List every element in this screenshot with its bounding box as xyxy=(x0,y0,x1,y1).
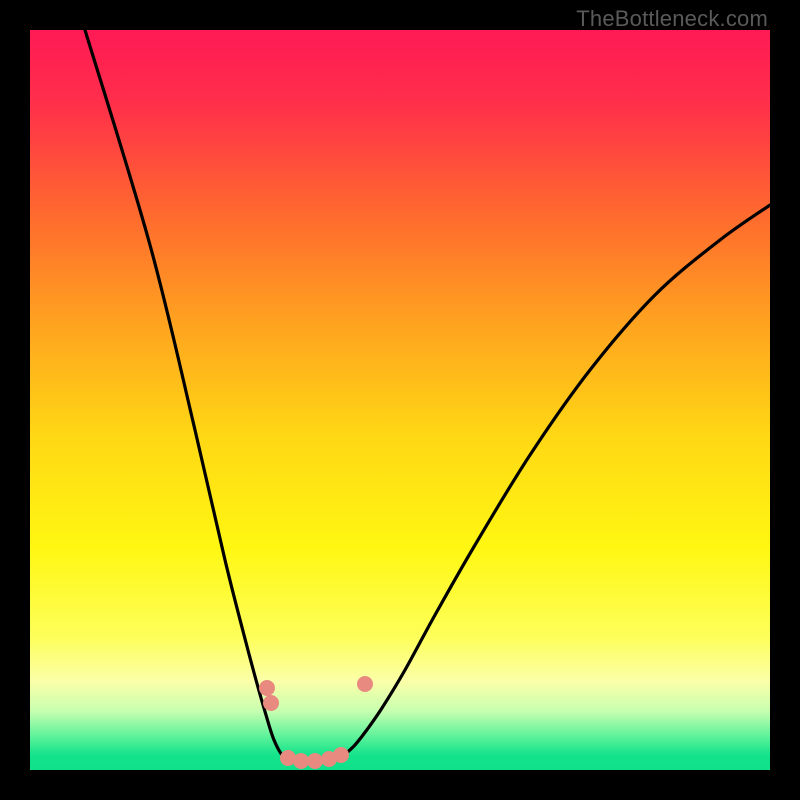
chart-frame: TheBottleneck.com xyxy=(0,0,800,800)
curve-marker xyxy=(357,676,373,692)
curve-layer xyxy=(30,30,770,770)
curve-marker xyxy=(263,695,279,711)
curve-markers xyxy=(259,676,373,769)
curve-marker xyxy=(293,753,309,769)
curve-marker xyxy=(259,680,275,696)
plot-area xyxy=(30,30,770,770)
bottleneck-curve xyxy=(85,30,770,761)
curve-marker xyxy=(333,747,349,763)
curve-marker xyxy=(307,753,323,769)
watermark-text: TheBottleneck.com xyxy=(576,6,768,32)
